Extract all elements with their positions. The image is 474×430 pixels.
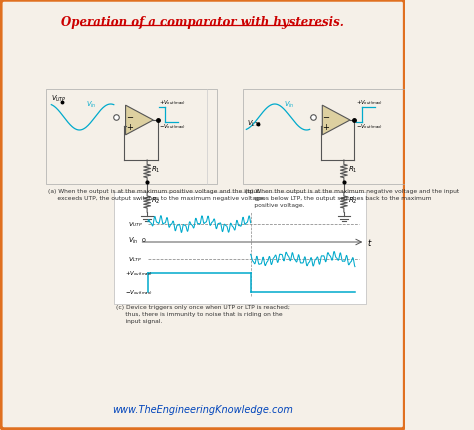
Text: 0: 0 <box>141 238 145 243</box>
Text: $-$: $-$ <box>126 111 134 120</box>
Bar <box>46 90 217 184</box>
Text: $V_{UTP}$: $V_{UTP}$ <box>128 220 143 229</box>
Text: $t$: $t$ <box>367 237 373 248</box>
Text: $R_1$: $R_1$ <box>151 165 161 175</box>
Polygon shape <box>322 106 350 135</box>
Text: $V_{in}$: $V_{in}$ <box>284 100 294 110</box>
Bar <box>114 193 366 304</box>
Text: Operation of a comparator with hysteresis.: Operation of a comparator with hysteresi… <box>61 16 344 29</box>
Text: $+$: $+$ <box>126 122 134 132</box>
Text: $-V_{out(max)}$: $-V_{out(max)}$ <box>125 288 153 296</box>
Text: (c) Device triggers only once when UTP or LTP is reached;
     thus, there is im: (c) Device triggers only once when UTP o… <box>116 304 290 323</box>
Polygon shape <box>126 106 153 135</box>
Bar <box>243 90 414 184</box>
Text: $-V_{out(max)}$: $-V_{out(max)}$ <box>159 123 186 131</box>
Text: www.TheEngineeringKnowledge.com: www.TheEngineeringKnowledge.com <box>112 404 293 414</box>
Text: $V_{LTP}$: $V_{LTP}$ <box>128 255 142 264</box>
Text: $-$: $-$ <box>322 111 330 120</box>
Text: (a) When the output is at the maximum positive voltage and the input
     exceed: (a) When the output is at the maximum po… <box>48 189 265 200</box>
Text: $+V_{out(max)}$: $+V_{out(max)}$ <box>356 98 383 107</box>
Text: $V_{in}$: $V_{in}$ <box>85 100 96 110</box>
Text: $R_2$: $R_2$ <box>151 196 161 206</box>
Text: $+V_{out(max)}$: $+V_{out(max)}$ <box>159 98 186 107</box>
Text: $+$: $+$ <box>322 122 330 132</box>
Text: $V_{LTP}$: $V_{LTP}$ <box>247 119 262 129</box>
Text: $+V_{out(max)}$: $+V_{out(max)}$ <box>125 269 153 277</box>
Text: (b) When the output is at the maximum negative voltage and the input
     goes b: (b) When the output is at the maximum ne… <box>245 189 459 208</box>
Text: $-V_{out(max)}$: $-V_{out(max)}$ <box>356 123 383 131</box>
Text: $V_{in}$: $V_{in}$ <box>128 235 139 246</box>
Text: $V_{UTP}$: $V_{UTP}$ <box>51 94 67 104</box>
Text: $R_1$: $R_1$ <box>348 165 357 175</box>
FancyBboxPatch shape <box>1 1 405 429</box>
Text: $R_2$: $R_2$ <box>348 196 358 206</box>
